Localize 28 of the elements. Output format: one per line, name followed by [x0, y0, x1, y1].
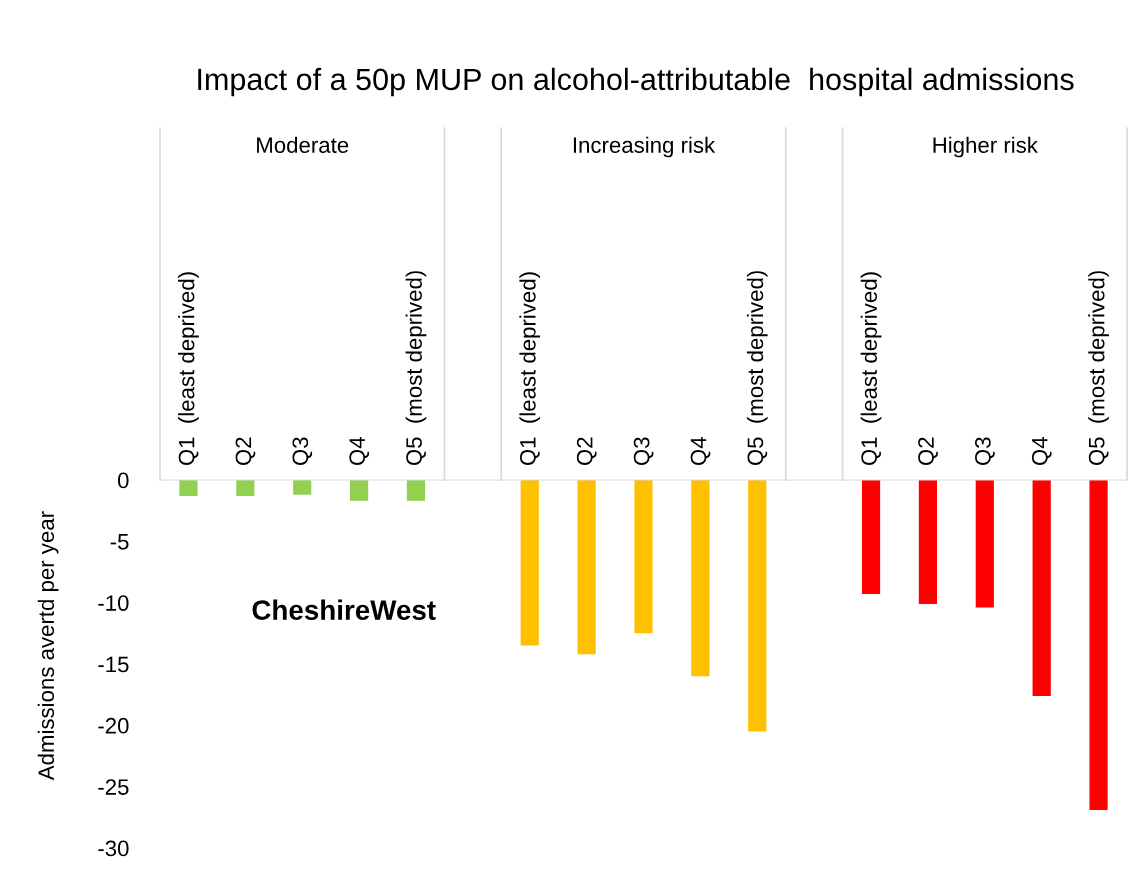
x-tick-label: Q4	[690, 437, 711, 466]
x-tick-label: Q1 (least deprived)	[519, 272, 541, 466]
y-tick-label: -10	[98, 595, 129, 611]
x-tick-label: Q3	[292, 437, 313, 466]
text: Increasing risk	[573, 136, 716, 158]
x-tick-label: Q3	[975, 437, 995, 466]
text: Moderate	[257, 136, 349, 153]
y-tick-label: -20	[98, 717, 129, 734]
x-tick-label: Q3	[633, 437, 654, 466]
x-tick-label: Q2	[235, 437, 256, 466]
x-tick-label: Q1 (least deprived)	[178, 272, 199, 466]
x-tick-label: Q4	[349, 437, 370, 466]
x-tick-label: Q5 (most deprived)	[1088, 271, 1109, 466]
chart-title: Impact of a 50p MUP on alcohol-attributable hospital admissions	[198, 67, 1074, 97]
y-tick-label: -5	[110, 534, 129, 550]
x-tick-label: Q1 (least deprived)	[860, 272, 882, 466]
text: Higher risk	[933, 136, 1038, 158]
y-axis-title: Admissions avertd per year	[37, 511, 59, 781]
y-tick-label: 0	[117, 472, 129, 489]
x-tick-label: Q2	[918, 437, 938, 466]
x-tick-label: Q4	[1031, 437, 1052, 466]
y-tick-label: -30	[98, 840, 129, 857]
y-tick-label: -15	[98, 656, 129, 673]
x-tick-label: Q2	[576, 437, 597, 466]
annotation: CheshireWest	[252, 599, 436, 620]
y-tick-label: -25	[98, 779, 129, 795]
x-tick-label: Q5 (most deprived)	[405, 271, 427, 466]
x-tick-label: Q5 (most deprived)	[746, 271, 768, 466]
